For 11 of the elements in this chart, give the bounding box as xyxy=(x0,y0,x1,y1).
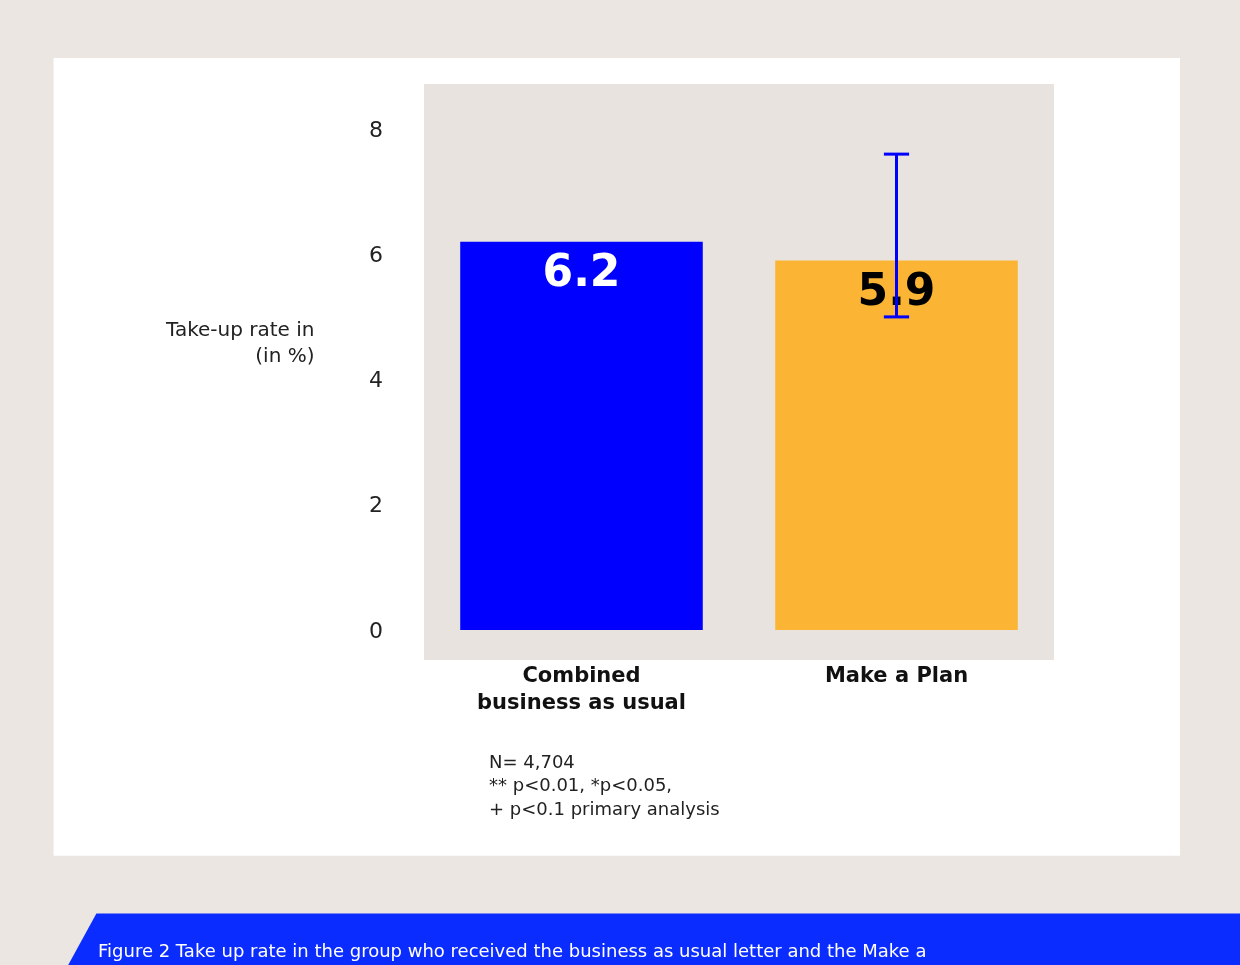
x-tick-label: Combined business as usual xyxy=(477,663,686,715)
y-tick-label: 8 xyxy=(369,116,383,142)
y-tick-label: 4 xyxy=(369,367,383,393)
y-tick-label: 6 xyxy=(369,242,383,267)
y-tick-label: 0 xyxy=(369,617,383,643)
data-label: 6.2 xyxy=(542,244,621,296)
caption: Figure 2 Take up rate in the group who received the business as usual letter and the Make a xyxy=(98,940,927,961)
y-tick-label: 2 xyxy=(369,492,383,518)
y-axis-title: Take-up rate in (in %) xyxy=(165,317,315,367)
x-tick-label: Make a Plan xyxy=(824,663,969,687)
text: N= 4,704 ** p<0.01, *p<0.05, + p<0.1 primary analysis xyxy=(489,751,720,819)
